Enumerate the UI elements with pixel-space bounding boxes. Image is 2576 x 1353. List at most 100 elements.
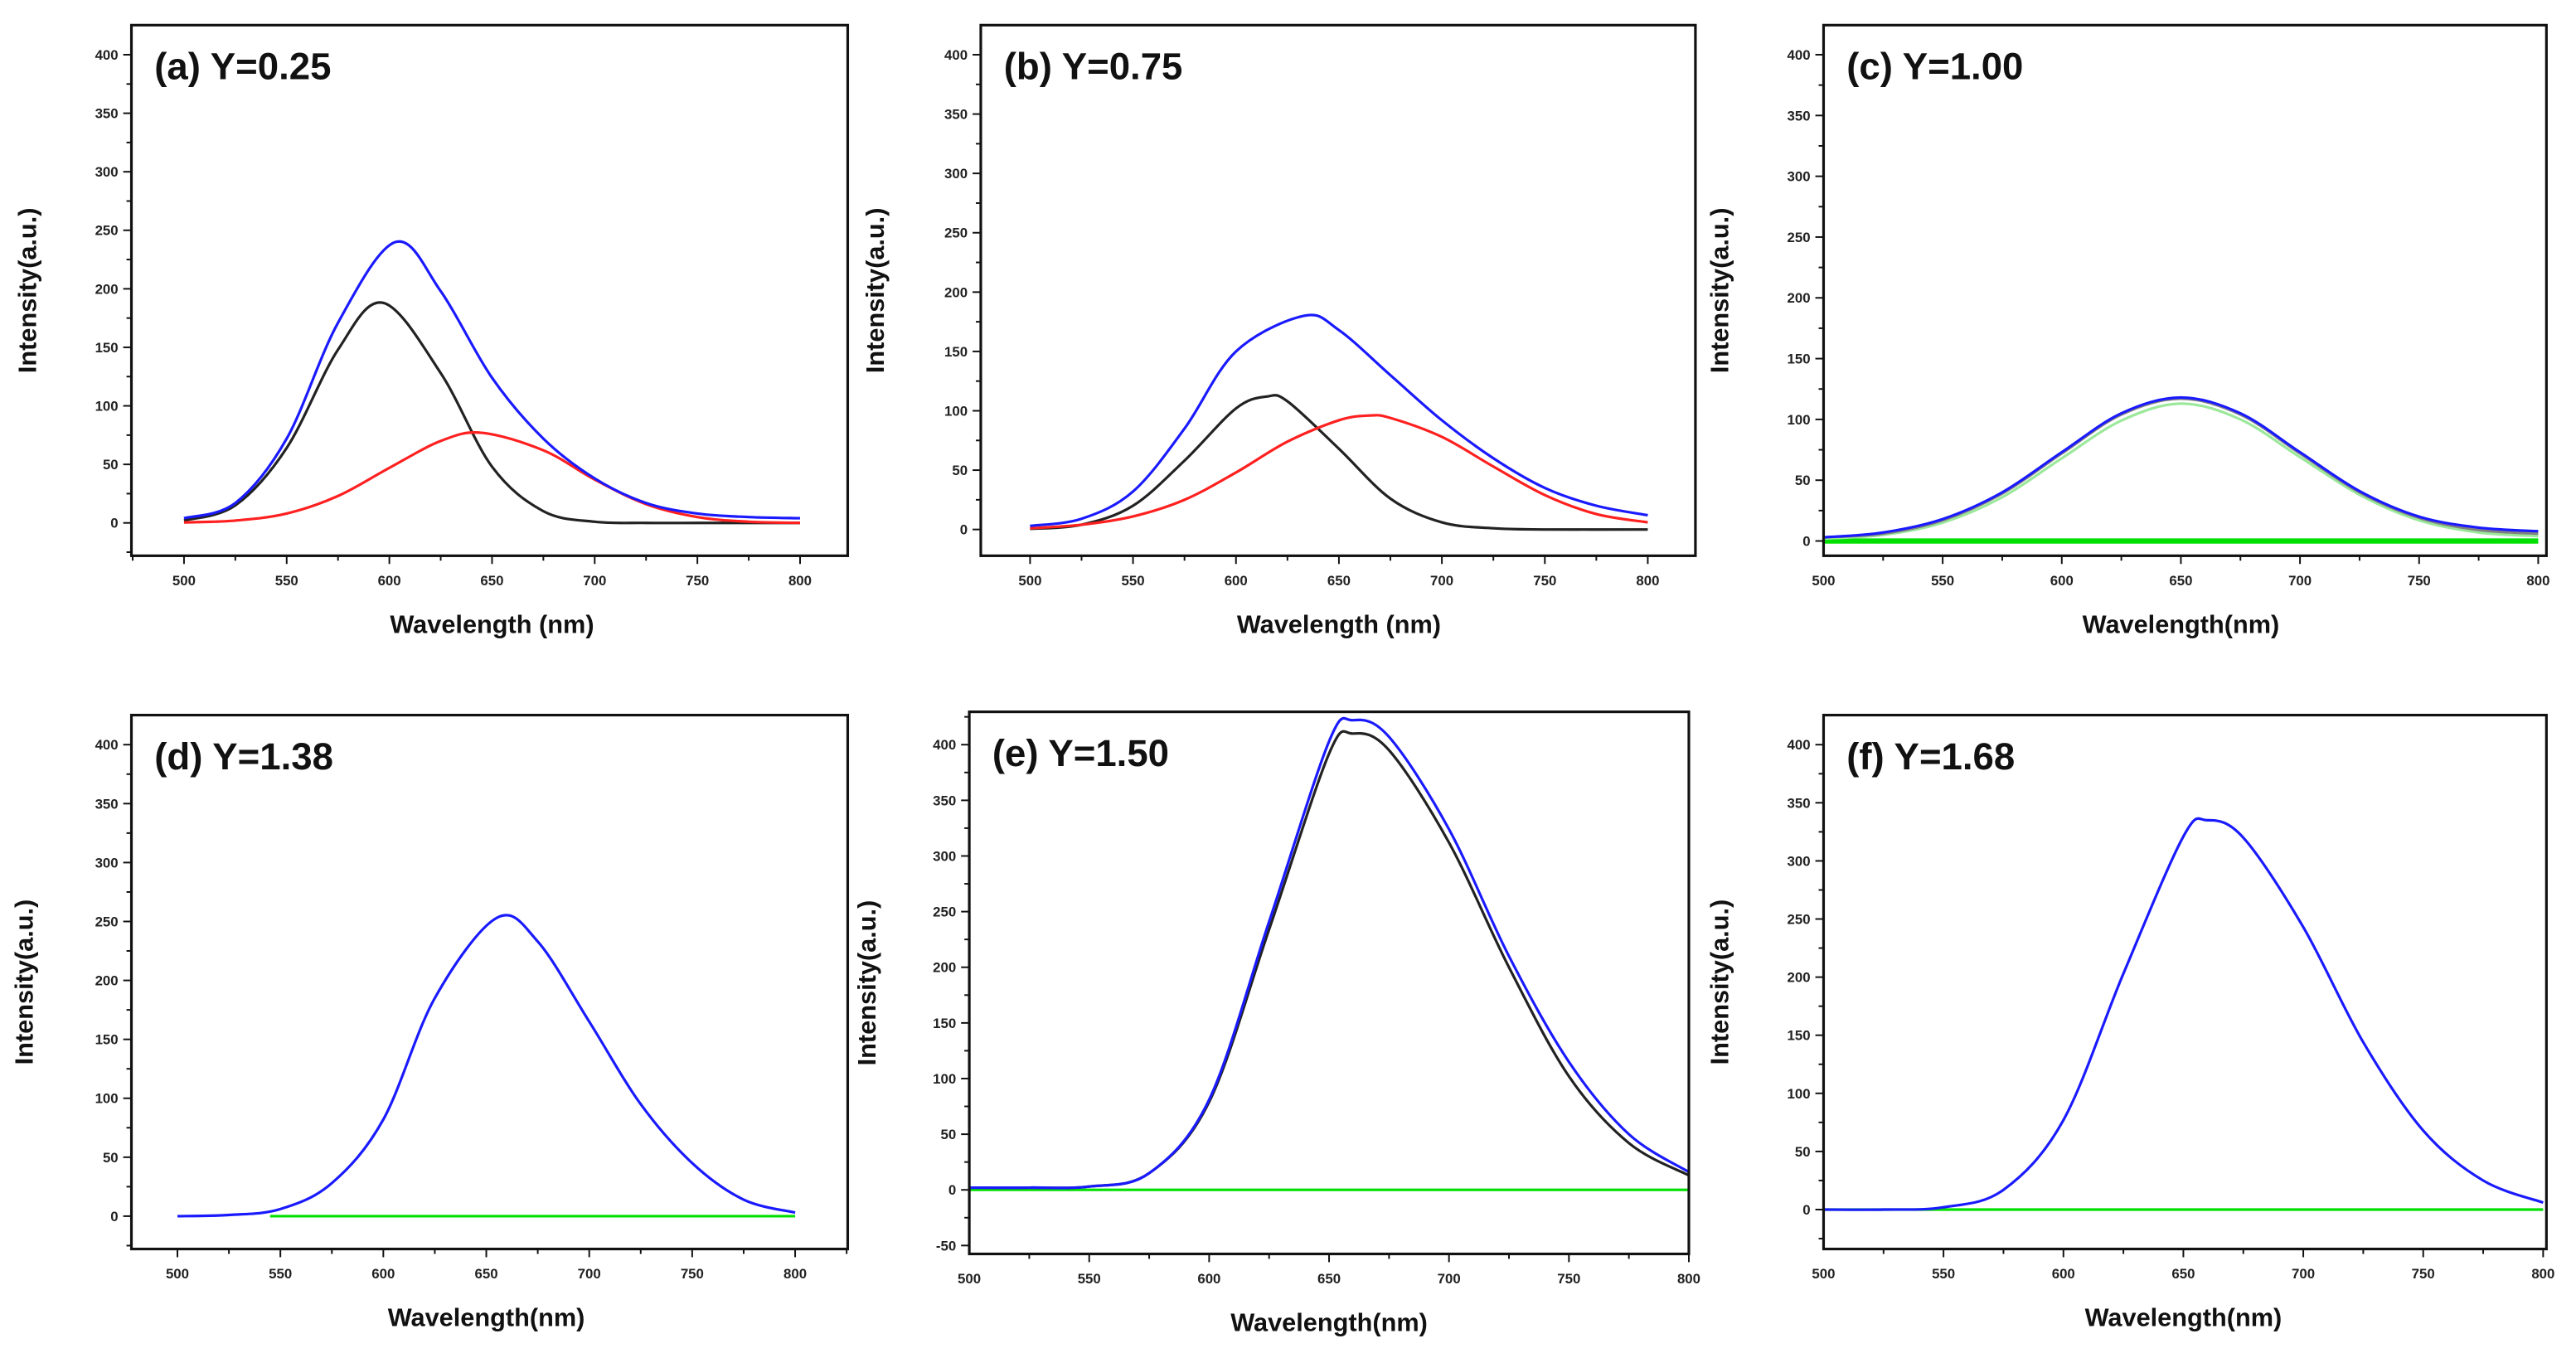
x-tick-label: 650 (1317, 1271, 1341, 1287)
plot-frame (129, 713, 850, 1251)
x-tick-label: 700 (2288, 573, 2312, 589)
y-tick-label: 250 (95, 914, 119, 929)
series-line (177, 914, 796, 1218)
series-group (177, 914, 796, 1218)
x-tick-label: 750 (2412, 1266, 2435, 1282)
x-tick-label: 650 (480, 573, 503, 589)
y-tick-label: 100 (1788, 412, 1811, 428)
x-tick-label: 800 (788, 573, 812, 589)
y-axis-label: Intensity(a.u.) (10, 900, 39, 1065)
panel-e: -50 0 50 100 150 200 250 300 350 400 500 550 600 650 7… (852, 710, 1700, 1337)
series-line (1823, 402, 2539, 541)
x-tick-label: 500 (1812, 573, 1835, 589)
x-tick-label: 700 (578, 1266, 601, 1282)
x-tick-label: 550 (269, 1266, 292, 1282)
panel-title: (f) Y=1.68 (1846, 735, 2015, 778)
y-tick-label: 0 (110, 1209, 118, 1224)
x-tick-label: 500 (1018, 573, 1041, 589)
y-tick-label: 150 (944, 344, 968, 360)
panel-title: (c) Y=1.00 (1846, 46, 2023, 88)
y-tick-label: 400 (95, 737, 119, 753)
x-tick-label: 800 (1677, 1271, 1700, 1287)
x-tick-label: 550 (1932, 1266, 1955, 1282)
x-tick-label: 550 (1078, 1271, 1101, 1287)
series-group (183, 240, 801, 525)
y-tick-label: 150 (1788, 1028, 1811, 1044)
series-line (183, 431, 801, 525)
y-tick-label: 400 (95, 47, 119, 63)
y-tick-label: 350 (1788, 108, 1811, 124)
plot-frame (1822, 23, 2548, 557)
panel-f: 0 50 100 150 200 250 300 350 400 500 550 600 650 700 7… (1705, 713, 2554, 1332)
y-tick-label: 50 (103, 1150, 119, 1166)
y-tick-label: 300 (1788, 853, 1811, 869)
y-tick-label: 400 (944, 47, 968, 63)
y-tick-label: 0 (960, 522, 968, 538)
series-line (183, 301, 800, 525)
y-tick-label: 350 (1788, 795, 1811, 811)
series-line (1030, 414, 1648, 530)
panel-a: 0 50 100 150 200 250 300 350 400 500 550 600 650 700 7… (13, 23, 850, 638)
x-tick-label: 800 (2526, 573, 2549, 589)
y-tick-label: 400 (933, 737, 956, 753)
x-tick-label: 800 (783, 1266, 807, 1282)
x-tick-label: 550 (275, 573, 298, 589)
y-tick-label: 250 (95, 223, 119, 239)
panel-c: 0 50 100 150 200 250 300 350 400 500 550 600 650 700 7… (1705, 23, 2549, 638)
y-tick-label: 200 (944, 284, 968, 300)
y-tick-label: 0 (1802, 533, 1810, 549)
y-tick-label: 400 (1788, 737, 1811, 753)
y-tick-label: 300 (95, 855, 119, 870)
y-tick-label: 200 (95, 281, 119, 297)
y-tick-label: 300 (933, 848, 956, 864)
y-tick-label: 50 (103, 457, 119, 473)
y-tick-label: 400 (1788, 47, 1811, 63)
y-tick-label: 50 (941, 1127, 957, 1142)
y-tick-label: 100 (1788, 1086, 1811, 1102)
y-tick-label: 0 (110, 516, 118, 531)
y-tick-label: 50 (1795, 473, 1811, 488)
y-tick-label: 300 (1788, 169, 1811, 185)
y-tick-label: 100 (95, 1091, 119, 1107)
x-tick-label: 650 (2171, 1266, 2195, 1282)
x-tick-label: 700 (2292, 1266, 2315, 1282)
y-tick-label: -50 (936, 1238, 956, 1254)
y-tick-label: 200 (1788, 290, 1811, 306)
y-tick-label: 300 (944, 166, 968, 182)
y-tick-label: 350 (95, 106, 119, 122)
x-tick-label: 550 (1931, 573, 1954, 589)
series-group (1823, 395, 2539, 544)
y-tick-label: 250 (944, 226, 968, 241)
x-tick-label: 700 (1430, 573, 1453, 589)
y-tick-label: 0 (948, 1182, 956, 1198)
series-line (1823, 395, 2539, 539)
y-tick-label: 100 (95, 398, 119, 414)
y-axis-label: Intensity(a.u.) (13, 208, 42, 374)
plot-frame (968, 710, 1691, 1256)
y-tick-label: 150 (95, 340, 119, 356)
y-tick-label: 0 (1802, 1202, 1810, 1218)
x-tick-label: 650 (1327, 573, 1351, 589)
x-tick-label: 700 (583, 573, 606, 589)
x-tick-label: 750 (1557, 1271, 1580, 1287)
y-tick-label: 350 (95, 796, 119, 812)
x-axis-label: Wavelength (nm) (1237, 609, 1441, 638)
x-tick-label: 500 (166, 1266, 189, 1282)
y-tick-label: 250 (1788, 230, 1811, 245)
panel-title: (b) Y=0.75 (1004, 46, 1183, 88)
x-axis-label: Wavelength(nm) (2085, 1303, 2283, 1332)
x-tick-label: 600 (1197, 1271, 1220, 1287)
x-tick-label: 500 (172, 573, 196, 589)
series-group (969, 716, 1689, 1191)
panel-title: (a) Y=0.25 (154, 46, 331, 88)
x-tick-label: 650 (2169, 573, 2192, 589)
x-tick-label: 500 (958, 1271, 981, 1287)
series-line (969, 716, 1689, 1190)
plot-frame (1822, 713, 2548, 1251)
panel-title: (e) Y=1.50 (992, 732, 1169, 774)
x-tick-label: 750 (681, 1266, 704, 1282)
series-line (1823, 397, 2539, 539)
x-tick-label: 600 (1225, 573, 1248, 589)
y-axis-label: Intensity(a.u.) (1705, 900, 1734, 1065)
